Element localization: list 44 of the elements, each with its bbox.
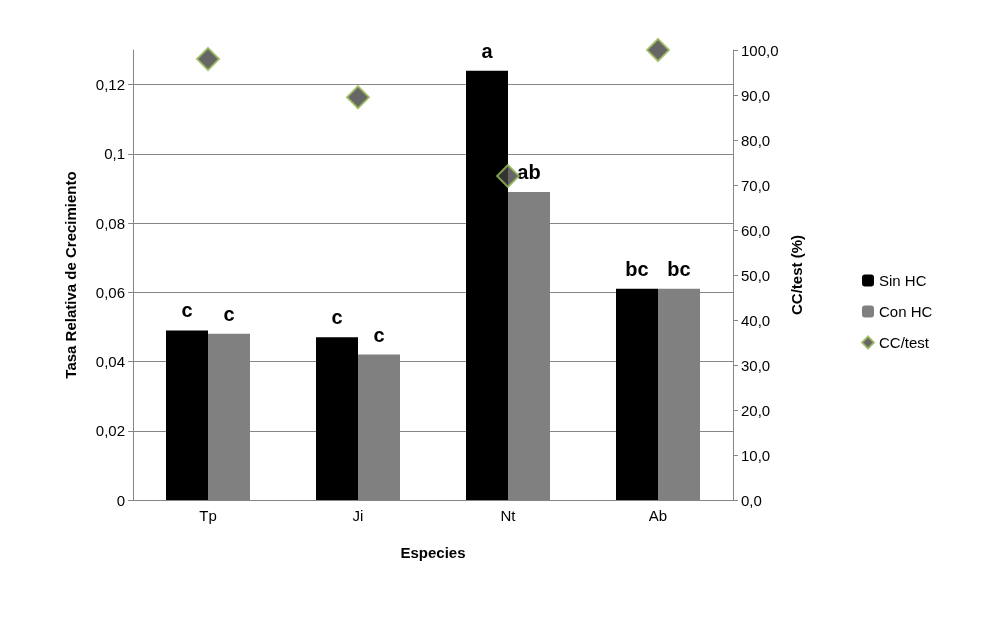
x-tick-label: Ji [352, 507, 364, 524]
legend-label: Con HC [879, 303, 933, 320]
bar [316, 337, 358, 500]
bar [466, 70, 508, 500]
y-tick-label: 0,06 [95, 283, 125, 301]
y-tick-label: 0,1 [104, 145, 125, 163]
y2-axis-title: CC/test (%) [788, 234, 806, 316]
bar [166, 330, 208, 500]
y2-tick-label: 10,0 [741, 446, 771, 464]
y-axis-title: Tasa Relativa de Crecimiento [62, 171, 79, 379]
y2-tick-label: 90,0 [741, 86, 771, 104]
x-axis-title: Especies [400, 544, 466, 561]
y2-tick-label: 100,0 [741, 41, 779, 59]
y-tick-label: 0 [116, 491, 125, 509]
y2-tick-label: 30,0 [741, 356, 771, 374]
bar [616, 288, 658, 500]
legend-label: CC/test [879, 334, 930, 351]
data-label: c [373, 323, 385, 346]
y2-tick-label: 50,0 [741, 266, 771, 284]
data-label: bc [667, 257, 691, 280]
y2-tick-label: 0,0 [741, 491, 762, 509]
x-tick-label: Tp [199, 507, 217, 524]
data-label: c [331, 306, 343, 329]
point [646, 38, 670, 62]
y-tick-label: 0,12 [95, 76, 125, 94]
data-label: a [481, 39, 494, 62]
y2-tick-label: 70,0 [741, 176, 771, 194]
x-tick-label: Ab [648, 507, 668, 524]
data-label: c [181, 299, 193, 322]
data-label: c [223, 302, 235, 325]
y2-tick-label: 40,0 [741, 311, 771, 329]
point [346, 85, 370, 110]
legend-label: Sin HC [879, 272, 927, 289]
x-tick-label: Nt [500, 507, 517, 524]
data-label: ab [517, 160, 541, 183]
point [496, 164, 520, 188]
y-tick-label: 0,08 [95, 214, 125, 232]
y2-tick-label: 60,0 [741, 221, 771, 239]
y2-tick-label: 20,0 [741, 401, 771, 419]
point [196, 47, 220, 71]
y-tick-label: 0,02 [95, 422, 125, 440]
y2-tick-label: 80,0 [741, 131, 771, 149]
data-label: bc [625, 257, 649, 280]
y-tick-label: 0,04 [95, 353, 125, 371]
